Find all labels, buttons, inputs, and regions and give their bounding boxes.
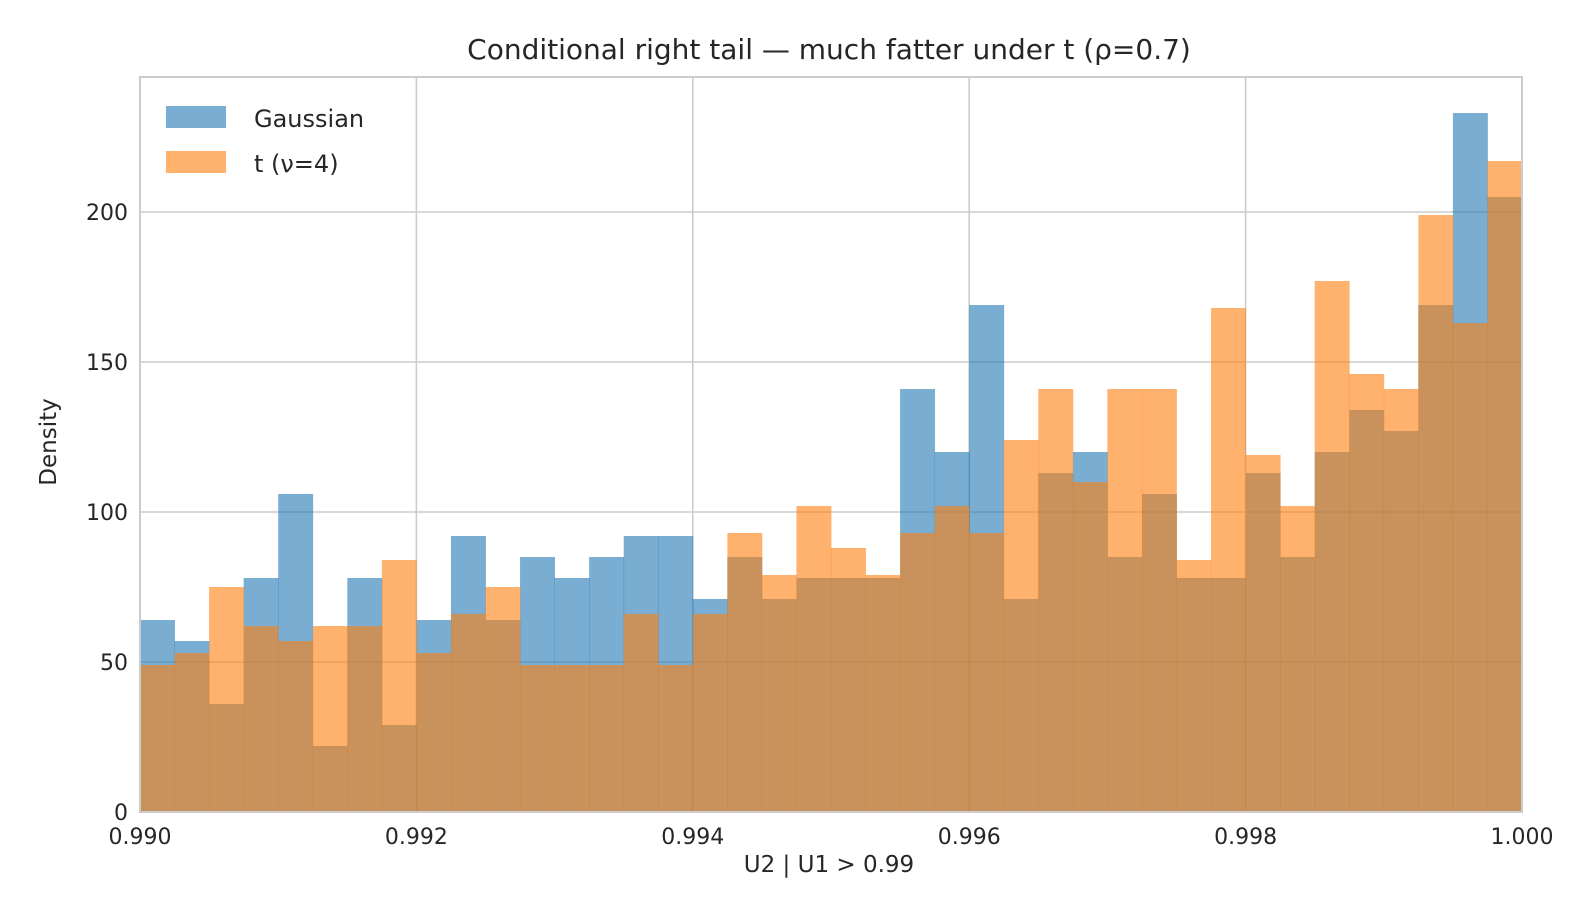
t-bar	[1280, 506, 1316, 812]
t-bar	[1487, 161, 1523, 812]
t-bar	[1245, 455, 1281, 812]
t-bar	[174, 653, 210, 812]
y-axis-label: Density	[36, 398, 62, 485]
t-bar	[623, 614, 659, 812]
y-tick-labels: 0 50 100 150 200	[86, 201, 128, 826]
t-bars	[140, 161, 1523, 812]
t-bar	[1141, 389, 1177, 812]
legend-label-t: t (ν=4)	[254, 150, 339, 178]
t-bar	[485, 587, 521, 812]
t-bar	[381, 560, 417, 812]
t-bar	[831, 548, 866, 812]
t-bar	[589, 665, 625, 812]
t-bar	[416, 653, 452, 812]
x-tick-label: 1.000	[1491, 825, 1554, 850]
t-bar	[727, 533, 763, 812]
y-tick-label: 100	[86, 501, 128, 526]
t-bar	[1211, 308, 1246, 812]
x-tick-labels: 0.990 0.992 0.994 0.996 0.998 1.000	[109, 825, 1554, 850]
t-bar	[1418, 215, 1454, 812]
t-bar	[900, 533, 936, 812]
x-tick-label: 0.998	[1214, 825, 1277, 850]
t-bar	[243, 626, 279, 812]
t-bar	[278, 641, 314, 812]
t-bar	[347, 626, 383, 812]
t-bar	[1107, 389, 1143, 812]
t-bar	[865, 575, 901, 812]
t-bar	[520, 665, 555, 812]
t-bar	[1003, 440, 1039, 812]
x-tick-label: 0.996	[938, 825, 1001, 850]
t-bar	[1383, 389, 1419, 812]
plot-frame	[139, 76, 1523, 813]
t-bar	[796, 506, 832, 812]
y-tick-label: 50	[100, 651, 128, 676]
t-bar	[1314, 281, 1350, 812]
t-bar	[1176, 560, 1212, 812]
t-bar	[209, 587, 245, 812]
t-bar	[312, 626, 348, 812]
y-tick-label: 0	[114, 801, 128, 826]
t-bar	[140, 665, 175, 812]
t-bar	[1038, 389, 1074, 812]
x-tick-label: 0.994	[661, 825, 724, 850]
t-bar	[658, 665, 694, 812]
t-bar	[969, 533, 1005, 812]
t-bar	[1452, 323, 1488, 812]
legend: Gaussian t (ν=4)	[166, 105, 364, 178]
t-bar	[1072, 482, 1108, 812]
t-bar	[554, 665, 590, 812]
t-bar	[450, 614, 486, 812]
legend-label-gaussian: Gaussian	[254, 105, 364, 133]
t-bar	[761, 575, 797, 812]
y-tick-label: 150	[86, 351, 128, 376]
t-bar	[1349, 374, 1385, 812]
chart-title: Conditional right tail — much fatter und…	[467, 33, 1191, 66]
t-bar	[692, 614, 728, 812]
x-axis-label: U2 | U1 > 0.99	[744, 852, 914, 878]
t-bar	[934, 506, 970, 812]
legend-swatch-gaussian	[166, 106, 226, 128]
x-tick-label: 0.990	[109, 825, 172, 850]
x-tick-label: 0.992	[385, 825, 448, 850]
y-tick-label: 200	[86, 201, 128, 226]
legend-swatch-t	[166, 151, 226, 173]
